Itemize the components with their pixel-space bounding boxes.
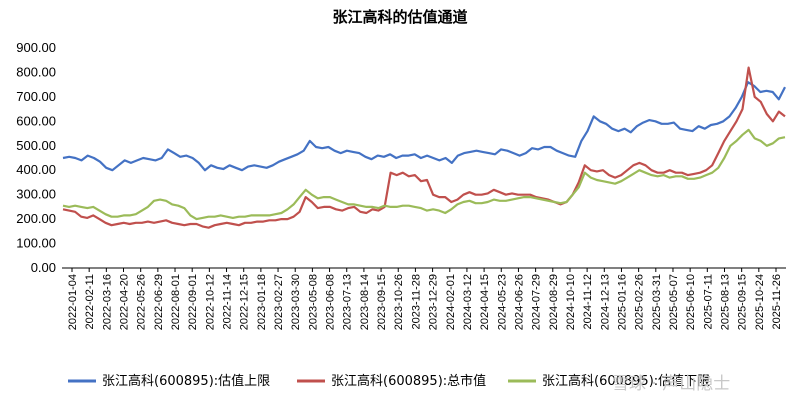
y-tick-label: 0.00 (31, 260, 56, 275)
x-tick-label: 2025-06-10 (685, 274, 697, 330)
x-tick-label: 2024-11-12 (582, 274, 594, 329)
x-tick-label: 2023-05-08 (307, 274, 319, 330)
series-line-1 (62, 81, 786, 172)
x-tick-label: 2022-04-20 (119, 274, 131, 330)
series-line-2 (62, 66, 786, 229)
x-tick-label: 2025-07-11 (702, 274, 714, 329)
y-tick-label: 900.00 (16, 40, 56, 55)
x-tick-label: 2024-07-29 (531, 274, 543, 330)
x-tick-label: 2022-08-01 (170, 274, 182, 330)
y-tick-label: 200.00 (16, 211, 56, 226)
x-tick-label: 2024-03-12 (462, 274, 474, 330)
y-tick-label: 800.00 (16, 64, 56, 79)
y-tick-label: 100.00 (16, 236, 56, 251)
y-axis: 0.00 100.00 200.00 300.00 400.00 500.00 600.00… (16, 40, 56, 275)
x-tick-label: 2025-09-15 (737, 274, 749, 330)
x-tick-label: 2024-08-29 (548, 274, 560, 330)
series-layer (62, 66, 786, 229)
x-tick-label: 2023-07-13 (342, 274, 354, 330)
chart-title: 张江高科的估值通道 (332, 8, 467, 26)
x-tick-label: 2025-11-26 (771, 274, 783, 329)
legend-label-2: 张江高科(600895):总市值 (331, 373, 486, 389)
y-tick-label: 700.00 (16, 89, 56, 104)
x-tick-label: 2022-09-01 (187, 274, 199, 330)
x-tick-label: 2022-10-12 (204, 274, 216, 330)
x-tick-label: 2023-12-29 (428, 274, 440, 330)
x-tick-label: 2025-10-24 (754, 274, 766, 330)
x-tick-label: 2024-02-01 (445, 274, 457, 330)
x-tick-label: 2023-08-14 (359, 274, 371, 330)
x-tick-label: 2024-10-10 (565, 274, 577, 330)
x-tick-label: 2022-11-14 (222, 274, 234, 329)
x-tick-label: 2023-02-27 (273, 274, 285, 330)
x-tick-label: 2025-08-13 (719, 274, 731, 330)
legend: 张江高科(600895):估值上限 张江高科(600895):总市值 张江高科(60… (68, 373, 710, 389)
x-tick-label: 2024-12-13 (599, 274, 611, 330)
y-tick-label: 600.00 (16, 113, 56, 128)
x-tick-label: 2022-03-16 (101, 274, 113, 330)
x-tick-label: 2023-06-08 (325, 274, 337, 330)
x-tick-label: 2024-06-26 (513, 274, 525, 330)
x-tick-label: 2022-01-04 (67, 274, 79, 330)
x-tick-label: 2025-03-31 (651, 274, 663, 330)
x-tick-label: 2024-04-15 (479, 274, 491, 330)
y-tick-label: 400.00 (16, 162, 56, 177)
y-tick-label: 300.00 (16, 187, 56, 202)
x-tick-label: 2022-06-29 (153, 274, 165, 330)
x-tick-label: 2023-10-26 (393, 274, 405, 330)
x-tick-label: 2023-03-30 (290, 274, 302, 330)
x-tick-label: 2023-01-18 (256, 274, 268, 330)
x-tick-label: 2024-05-23 (496, 274, 508, 330)
series-line-3 (62, 128, 786, 221)
x-tick-label: 2022-12-15 (239, 274, 251, 330)
legend-label-1: 张江高科(600895):估值上限 (102, 373, 270, 389)
y-tick-label: 500.00 (16, 138, 56, 153)
x-tick-label: 2022-02-11 (84, 274, 96, 329)
legend-label-3: 张江高科(600895):估值下限 (542, 373, 710, 389)
x-tick-label: 2025-05-07 (668, 274, 680, 330)
x-tick-label: 2025-01-16 (616, 274, 628, 330)
watermark-text: 雪球 · 声山隐士 (612, 374, 730, 394)
x-tick-label: 2023-09-15 (376, 274, 388, 330)
x-tick-label: 2025-02-26 (634, 274, 646, 330)
x-tick-label: 2022-05-26 (136, 274, 148, 330)
x-axis: 2022-01-04 2022-02-11 2022-03-16 2022-04-20… (62, 267, 786, 330)
x-tick-label: 2023-11-28 (410, 274, 422, 329)
